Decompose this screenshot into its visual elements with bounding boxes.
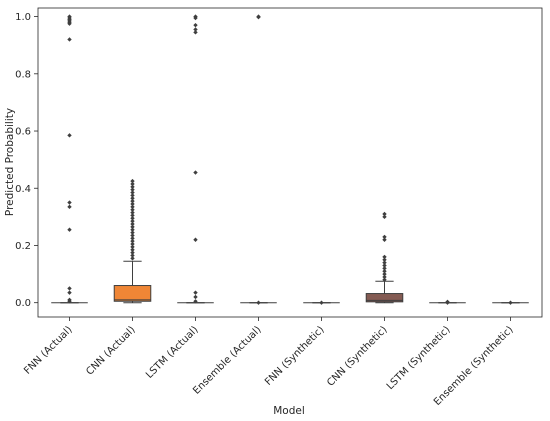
outlier-point xyxy=(67,204,72,210)
box-group xyxy=(51,14,88,304)
outlier-point xyxy=(193,27,198,32)
x-tick-label: CNN (Synthetic) xyxy=(325,324,390,389)
outlier-point xyxy=(130,184,135,190)
outlier-point xyxy=(193,30,198,35)
outlier-point xyxy=(130,236,135,241)
y-tick-label: 0.6 xyxy=(15,127,31,138)
y-tick-label: 1.0 xyxy=(15,12,31,23)
outlier-point xyxy=(130,227,135,232)
box-group xyxy=(429,299,466,305)
x-axis-label: Model xyxy=(273,405,305,417)
outlier-point xyxy=(130,224,135,230)
y-axis: 0.0 0.2 0.4 0.6 0.8 1.0 xyxy=(15,12,38,309)
outlier-point xyxy=(382,263,387,268)
box xyxy=(365,293,404,303)
outlier-point xyxy=(193,22,198,28)
outlier-point xyxy=(130,196,135,201)
x-tick-label: CNN (Actual) xyxy=(84,324,137,377)
outlier-point xyxy=(193,290,198,295)
outlier-point xyxy=(382,234,387,240)
outlier-point xyxy=(67,133,72,138)
x-tick-label: LSTM (Actual) xyxy=(144,324,201,381)
outlier-point xyxy=(130,181,135,187)
box-group xyxy=(365,211,404,304)
outlier-point xyxy=(256,300,261,305)
x-tick-label: FNN (Actual) xyxy=(22,324,74,376)
x-axis: FNN (Actual) CNN (Actual) LSTM (Actual)Ens… xyxy=(22,317,516,408)
box-group xyxy=(177,14,214,304)
outlier-point xyxy=(67,37,72,42)
outlier-point xyxy=(445,299,450,305)
outlier-point xyxy=(130,210,135,215)
outlier-point xyxy=(382,214,387,220)
outlier-point xyxy=(382,237,387,242)
box xyxy=(113,285,152,302)
outlier-point xyxy=(130,190,135,195)
outlier-point xyxy=(130,230,135,235)
outlier-point xyxy=(193,15,198,21)
outlier-point xyxy=(67,227,72,232)
box-group xyxy=(240,14,277,305)
x-tick-label: LSTM (Synthetic) xyxy=(385,324,453,392)
outlier-point xyxy=(382,254,387,260)
y-tick-label: 0.4 xyxy=(15,184,31,195)
outlier-point xyxy=(130,250,135,255)
y-tick-label: 0.8 xyxy=(15,69,31,80)
outlier-point xyxy=(193,170,198,175)
outlier-point xyxy=(130,218,135,224)
box-group xyxy=(492,300,529,305)
y-tick-label: 0.0 xyxy=(15,298,31,309)
outlier-point xyxy=(67,286,72,291)
outlier-point xyxy=(382,269,387,274)
outlier-point xyxy=(130,178,135,184)
outlier-point xyxy=(130,253,135,258)
outlier-point xyxy=(193,294,198,300)
box-group xyxy=(303,300,340,305)
x-tick-label: Ensemble (Actual) xyxy=(191,324,263,396)
outlier-point xyxy=(382,260,387,265)
outlier-point xyxy=(382,271,387,277)
outlier-point xyxy=(382,257,387,262)
outlier-point xyxy=(382,211,387,217)
outlier-point xyxy=(508,300,513,305)
outlier-point xyxy=(130,221,135,227)
outlier-point xyxy=(130,201,135,207)
outlier-point xyxy=(130,247,135,252)
outlier-point xyxy=(130,204,135,210)
outlier-point xyxy=(130,207,135,212)
outlier-point xyxy=(319,300,324,305)
y-tick-label: 0.2 xyxy=(15,241,31,252)
boxes-layer xyxy=(51,14,529,305)
outlier-point xyxy=(382,266,387,271)
outlier-point xyxy=(130,213,135,218)
outlier-point xyxy=(130,256,135,261)
outlier-point xyxy=(130,233,135,238)
outlier-point xyxy=(67,290,72,295)
box-group xyxy=(113,178,152,304)
outlier-point xyxy=(67,200,72,205)
x-tick-label: FNN (Synthetic) xyxy=(263,324,327,388)
y-axis-label: Predicted Probability xyxy=(4,108,16,216)
outlier-point xyxy=(130,244,135,250)
outlier-point xyxy=(256,14,261,20)
outlier-point xyxy=(382,274,387,280)
outlier-point xyxy=(193,299,198,304)
outlier-point xyxy=(130,238,135,244)
outlier-point xyxy=(67,21,72,26)
outlier-point xyxy=(130,187,135,192)
outlier-point xyxy=(193,237,198,242)
outlier-point xyxy=(130,216,135,221)
outlier-point xyxy=(130,198,135,204)
outlier-point xyxy=(130,241,135,247)
outlier-point xyxy=(130,193,135,198)
outlier-point xyxy=(382,277,387,283)
outlier-point xyxy=(67,299,72,304)
plot-frame xyxy=(37,7,543,318)
